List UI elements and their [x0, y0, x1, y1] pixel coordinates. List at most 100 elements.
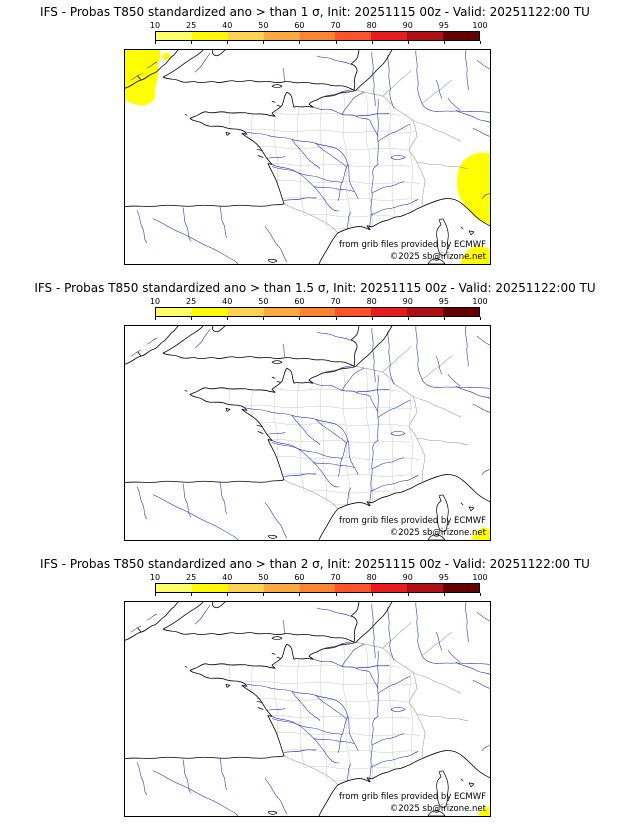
colorbar-ticks	[155, 593, 481, 596]
colorbar-tick-label: 95	[438, 21, 449, 30]
colorbar-segment	[156, 32, 192, 40]
highlight-regions	[125, 50, 490, 264]
colorbar-segment	[371, 584, 408, 592]
colorbar-tick	[443, 317, 445, 320]
colorbar-tick	[155, 593, 156, 596]
colorbar-tick-label: 95	[438, 573, 449, 582]
colorbar-segment	[407, 584, 444, 592]
colorbar-tick	[299, 593, 301, 596]
colorbar-tick-labels: 10 25 40 50 60 70 80 90 95 100	[150, 573, 488, 583]
attribution-text: from grib files provided by ECMWF	[339, 516, 486, 526]
highlight-regions	[471, 527, 490, 540]
probability-colorbar: 10 25 40 50 60 70 80 90 95 100	[150, 21, 488, 44]
colorbar-segment	[227, 308, 264, 316]
colorbar-tick	[407, 593, 409, 596]
forecast-panel-3: IFS - Probas T850 standardized ano > tha…	[0, 552, 630, 828]
colorbar-tick-label: 100	[472, 573, 488, 582]
colorbar-segment	[371, 308, 408, 316]
colorbar-tick-label: 50	[258, 297, 269, 306]
colorbar-tick-labels: 10 25 40 50 60 70 80 90 95 100	[150, 297, 488, 307]
panel-title: IFS - Probas T850 standardized ano > tha…	[40, 557, 590, 571]
colorbar-tick-label: 50	[258, 21, 269, 30]
colorbar-tick-label: 70	[330, 297, 341, 306]
colorbar-tick-label: 25	[186, 573, 197, 582]
colorbar-tick	[407, 317, 409, 320]
colorbar-tick	[191, 593, 193, 596]
colorbar-tick	[263, 593, 265, 596]
colorbar-tick-label: 60	[294, 573, 305, 582]
colorbar-tick	[371, 317, 373, 320]
colorbar-tick-label: 60	[294, 21, 305, 30]
colorbar-tick	[263, 41, 265, 44]
colorbar-ticks	[155, 41, 481, 44]
colorbar-segment	[335, 584, 372, 592]
colorbar-segment	[156, 308, 192, 316]
colorbar-tick	[443, 593, 445, 596]
colorbar-tick-label: 80	[366, 21, 377, 30]
copyright-text: ©2025 sb@irizone.net	[389, 528, 486, 538]
colorbar-segment	[227, 32, 264, 40]
colorbar-tick-label: 40	[222, 573, 233, 582]
copyright-text: ©2025 sb@irizone.net	[389, 252, 486, 262]
colorbar-tick-label: 70	[330, 573, 341, 582]
france-probability-map-1sigma	[125, 50, 490, 264]
colorbar-tick	[227, 41, 229, 44]
colorbar-segment	[407, 32, 444, 40]
colorbar-segment	[443, 308, 480, 316]
france-probability-map-1-5sigma	[125, 326, 490, 540]
colorbar-segment	[443, 32, 480, 40]
copyright-text: ©2025 sb@irizone.net	[389, 804, 486, 814]
colorbar-tick	[371, 593, 373, 596]
colorbar-tick	[480, 593, 481, 596]
highlight-regions	[478, 806, 490, 816]
colorbar-tick-label: 10	[149, 21, 161, 30]
colorbar-segment	[191, 584, 228, 592]
colorbar-gradient	[155, 31, 480, 41]
panel-title: IFS - Probas T850 standardized ano > tha…	[34, 281, 596, 295]
colorbar-tick	[191, 41, 193, 44]
colorbar-tick-labels: 10 25 40 50 60 70 80 90 95 100	[150, 21, 488, 31]
colorbar-tick	[299, 317, 301, 320]
colorbar-tick	[480, 41, 481, 44]
colorbar-segment	[191, 32, 228, 40]
colorbar-gradient	[155, 583, 480, 593]
colorbar-segment	[263, 584, 300, 592]
map-container: from grib files provided by ECMWF ©2025 …	[124, 601, 491, 817]
colorbar-tick	[335, 41, 337, 44]
colorbar-tick-label: 25	[186, 21, 197, 30]
colorbar-tick-label: 90	[402, 21, 413, 30]
colorbar-tick-label: 70	[330, 21, 341, 30]
colorbar-tick	[155, 41, 156, 44]
colorbar-tick-label: 10	[149, 297, 161, 306]
map-container: from grib files provided by ECMWF ©2025 …	[124, 49, 491, 265]
colorbar-tick-label: 10	[149, 573, 161, 582]
probability-colorbar: 10 25 40 50 60 70 80 90 95 100	[150, 573, 488, 596]
colorbar-tick-label: 90	[402, 297, 413, 306]
colorbar-tick	[191, 317, 193, 320]
colorbar-tick	[335, 317, 337, 320]
colorbar-tick	[371, 41, 373, 44]
colorbar-tick	[263, 317, 265, 320]
colorbar-tick-label: 90	[402, 573, 413, 582]
colorbar-tick	[155, 317, 156, 320]
panel-title: IFS - Probas T850 standardized ano > tha…	[40, 5, 590, 19]
colorbar-tick	[335, 593, 337, 596]
colorbar-segment	[335, 308, 372, 316]
colorbar-tick-label: 100	[472, 297, 488, 306]
colorbar-tick-label: 25	[186, 297, 197, 306]
colorbar-segment	[227, 584, 264, 592]
colorbar-tick-label: 80	[366, 573, 377, 582]
colorbar-segment	[443, 584, 480, 592]
colorbar-tick	[299, 41, 301, 44]
colorbar-segment	[156, 584, 192, 592]
colorbar-segment	[335, 32, 372, 40]
france-probability-map-2sigma	[125, 602, 490, 816]
colorbar-tick	[227, 593, 229, 596]
colorbar-segment	[263, 308, 300, 316]
colorbar-segment	[299, 32, 336, 40]
forecast-panel-2: IFS - Probas T850 standardized ano > tha…	[0, 276, 630, 552]
colorbar-tick-label: 40	[222, 21, 233, 30]
colorbar-tick	[407, 41, 409, 44]
colorbar-tick-label: 100	[472, 21, 488, 30]
colorbar-segment	[191, 308, 228, 316]
